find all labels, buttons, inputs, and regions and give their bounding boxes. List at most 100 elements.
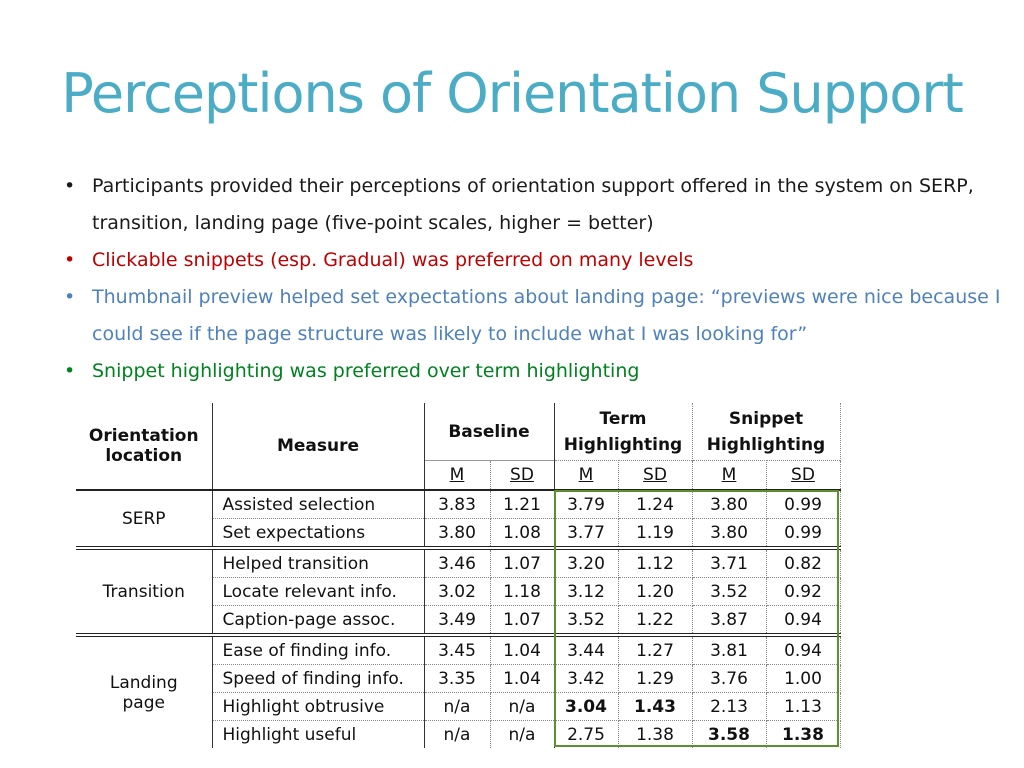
table-row: Locate relevant info. 3.02 1.18 3.12 1.2… bbox=[76, 577, 841, 606]
term-m-cell: 2.75 bbox=[554, 720, 619, 748]
baseline-m-cell: 3.02 bbox=[424, 577, 491, 606]
bullet-dot-icon: • bbox=[64, 286, 76, 308]
snippet-sd-cell: 1.13 bbox=[766, 692, 841, 721]
bullet-dot-icon: • bbox=[64, 175, 76, 197]
snippet-m-cell: 3.52 bbox=[692, 577, 767, 606]
baseline-sd-cell: 1.07 bbox=[490, 605, 555, 635]
snippet-m-cell: 3.81 bbox=[692, 633, 767, 665]
measure-cell: Set expectations bbox=[212, 518, 425, 548]
bullet-text: Participants provided their perceptions … bbox=[92, 175, 974, 234]
snippet-sd-cell: 0.94 bbox=[766, 605, 841, 635]
measure-cell: Speed of finding info. bbox=[212, 664, 425, 693]
measure-cell: Locate relevant info. bbox=[212, 577, 425, 606]
term-m-cell: 3.42 bbox=[554, 664, 619, 693]
term-m-cell: 3.04 bbox=[554, 692, 619, 721]
measure-cell: Highlight useful bbox=[212, 720, 425, 748]
header-measure: Measure bbox=[212, 403, 425, 491]
bullet-dot-icon: • bbox=[64, 360, 76, 382]
location-cell: SERP bbox=[76, 490, 213, 548]
term-sd-cell: 1.19 bbox=[618, 518, 693, 548]
snippet-m-cell: 3.87 bbox=[692, 605, 767, 635]
term-m-cell: 3.79 bbox=[554, 490, 619, 519]
baseline-sd-cell: 1.04 bbox=[490, 664, 555, 693]
baseline-sd-cell: n/a bbox=[490, 692, 555, 721]
snippet-sd-cell: 0.82 bbox=[766, 546, 841, 578]
header-location: Orientation location bbox=[76, 403, 213, 491]
header-baseline: Baseline bbox=[424, 403, 555, 461]
term-sd-cell: 1.43 bbox=[618, 692, 693, 721]
snippet-sd-cell: 1.38 bbox=[766, 720, 841, 748]
snippet-m-cell: 3.80 bbox=[692, 490, 767, 519]
header-baseline-sd: SD bbox=[490, 460, 555, 492]
bullet-text: Thumbnail preview helped set expectation… bbox=[92, 286, 1001, 345]
baseline-m-cell: 3.80 bbox=[424, 518, 491, 548]
baseline-m-cell: 3.49 bbox=[424, 605, 491, 635]
snippet-sd-cell: 0.99 bbox=[766, 518, 841, 548]
table-row: Set expectations 3.80 1.08 3.77 1.19 3.8… bbox=[76, 518, 841, 548]
header-term-m: M bbox=[554, 460, 619, 492]
snippet-m-cell: 3.58 bbox=[692, 720, 767, 748]
measure-cell: Assisted selection bbox=[212, 490, 425, 519]
table-row: Highlight obtrusive n/a n/a 3.04 1.43 2.… bbox=[76, 692, 841, 721]
baseline-m-cell: n/a bbox=[424, 692, 491, 721]
measure-cell: Ease of finding info. bbox=[212, 633, 425, 665]
term-sd-cell: 1.29 bbox=[618, 664, 693, 693]
term-m-cell: 3.77 bbox=[554, 518, 619, 548]
baseline-m-cell: 3.46 bbox=[424, 546, 491, 578]
baseline-sd-cell: 1.08 bbox=[490, 518, 555, 548]
table-row: Transition Helped transition 3.46 1.07 3… bbox=[76, 546, 841, 635]
term-sd-cell: 1.12 bbox=[618, 546, 693, 578]
measure-cell: Highlight obtrusive bbox=[212, 692, 425, 721]
header-term-sd: SD bbox=[618, 460, 693, 492]
results-table: Orientation location Measure Baseline Te… bbox=[76, 403, 841, 748]
measure-cell: Helped transition bbox=[212, 546, 425, 578]
bullet-text: Clickable snippets (esp. Gradual) was pr… bbox=[92, 249, 694, 271]
snippet-sd-cell: 0.94 bbox=[766, 633, 841, 665]
bullet-item: • Clickable snippets (esp. Gradual) was p… bbox=[60, 242, 1010, 279]
baseline-sd-cell: n/a bbox=[490, 720, 555, 748]
bullet-dot-icon: • bbox=[64, 249, 76, 271]
baseline-sd-cell: 1.04 bbox=[490, 633, 555, 665]
location-cell: Transition bbox=[76, 546, 213, 635]
bullet-list: • Participants provided their perceptions… bbox=[60, 168, 1010, 390]
baseline-m-cell: 3.83 bbox=[424, 490, 491, 519]
table-row: Speed of finding info. 3.35 1.04 3.42 1.… bbox=[76, 664, 841, 693]
term-sd-cell: 1.27 bbox=[618, 633, 693, 665]
snippet-sd-cell: 0.99 bbox=[766, 490, 841, 519]
term-m-cell: 3.20 bbox=[554, 546, 619, 578]
term-sd-cell: 1.20 bbox=[618, 577, 693, 606]
location-cell: Landing page bbox=[76, 633, 213, 748]
slide-title: Perceptions of Orientation Support bbox=[61, 62, 964, 125]
measure-cell: Caption-page assoc. bbox=[212, 605, 425, 635]
snippet-m-cell: 3.76 bbox=[692, 664, 767, 693]
baseline-sd-cell: 1.18 bbox=[490, 577, 555, 606]
baseline-sd-cell: 1.21 bbox=[490, 490, 555, 519]
bullet-item: • Thumbnail preview helped set expectatio… bbox=[60, 279, 1010, 353]
header-snippet-sd: SD bbox=[766, 460, 841, 492]
baseline-m-cell: 3.45 bbox=[424, 633, 491, 665]
term-sd-cell: 1.38 bbox=[618, 720, 693, 748]
snippet-sd-cell: 0.92 bbox=[766, 577, 841, 606]
header-baseline-m: M bbox=[424, 460, 491, 492]
header-snippet-highlighting: Snippet Highlighting bbox=[692, 403, 841, 461]
header-snippet-m: M bbox=[692, 460, 767, 492]
snippet-sd-cell: 1.00 bbox=[766, 664, 841, 693]
term-m-cell: 3.52 bbox=[554, 605, 619, 635]
table-row: Landing page Ease of finding info. 3.45 … bbox=[76, 633, 841, 748]
snippet-m-cell: 3.80 bbox=[692, 518, 767, 548]
results-table-wrap: Orientation location Measure Baseline Te… bbox=[76, 403, 841, 748]
bullet-text: Snippet highlighting was preferred over … bbox=[92, 360, 640, 382]
table-row: Caption-page assoc. 3.49 1.07 3.52 1.22 … bbox=[76, 605, 841, 635]
bullet-item: • Participants provided their perceptions… bbox=[60, 168, 1010, 242]
term-sd-cell: 1.22 bbox=[618, 605, 693, 635]
table-row: Highlight useful n/a n/a 2.75 1.38 3.58 … bbox=[76, 720, 841, 748]
term-sd-cell: 1.24 bbox=[618, 490, 693, 519]
snippet-m-cell: 2.13 bbox=[692, 692, 767, 721]
term-m-cell: 3.12 bbox=[554, 577, 619, 606]
baseline-m-cell: 3.35 bbox=[424, 664, 491, 693]
bullet-item: • Snippet highlighting was preferred over… bbox=[60, 353, 1010, 390]
baseline-sd-cell: 1.07 bbox=[490, 546, 555, 578]
term-m-cell: 3.44 bbox=[554, 633, 619, 665]
header-term-highlighting: Term Highlighting bbox=[554, 403, 693, 461]
snippet-m-cell: 3.71 bbox=[692, 546, 767, 578]
